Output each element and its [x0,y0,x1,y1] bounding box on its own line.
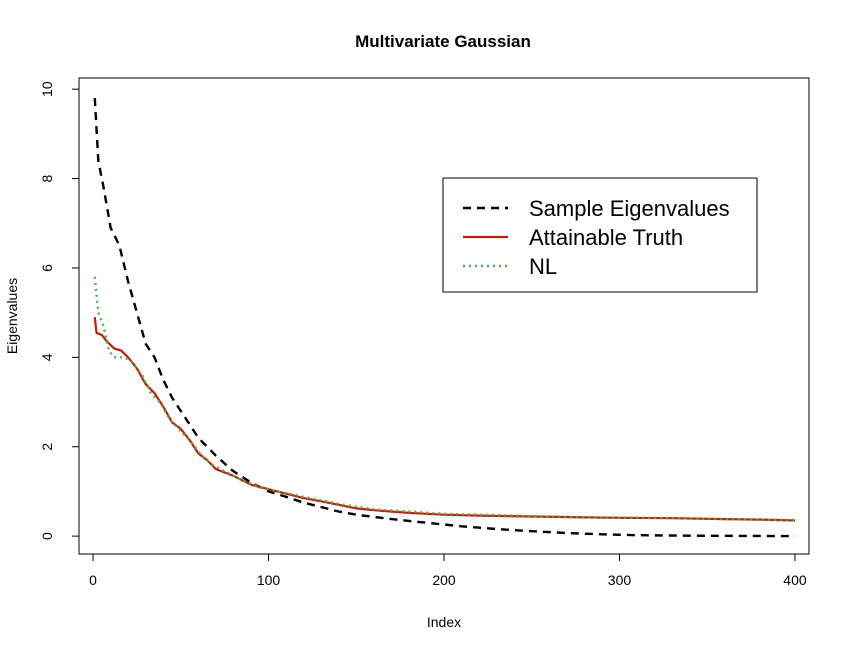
legend: Sample Eigenvalues Attainable Truth NL [442,177,758,293]
x-tick-label: 200 [432,572,456,588]
y-tick-label: 8 [39,174,55,182]
legend-box [442,177,758,293]
y-axis: 0 2 4 6 8 10 [39,81,80,540]
plot-frame [78,77,810,555]
x-axis-label: Index [427,614,461,630]
series-line-1 [93,316,796,522]
y-tick-label: 4 [39,353,55,361]
chart-title: Multivariate Gaussian [355,32,531,51]
series-layer [93,98,796,538]
y-axis-label: Eigenvalues [4,278,20,354]
legend-label: Attainable Truth [529,225,683,250]
x-tick-label: 400 [783,572,807,588]
legend-label: NL [529,254,557,279]
x-tick-label: 300 [608,572,632,588]
series-line-0 [93,98,796,538]
y-tick-label: 6 [39,264,55,272]
x-axis: 0 100 200 300 400 [89,553,807,588]
y-tick-label: 0 [39,532,55,540]
y-tick-label: 2 [39,443,55,451]
x-tick-label: 100 [257,572,281,588]
legend-label: Sample Eigenvalues [529,196,730,221]
y-tick-label: 10 [39,81,55,97]
series-line-2 [93,276,796,522]
x-tick-label: 0 [89,572,97,588]
